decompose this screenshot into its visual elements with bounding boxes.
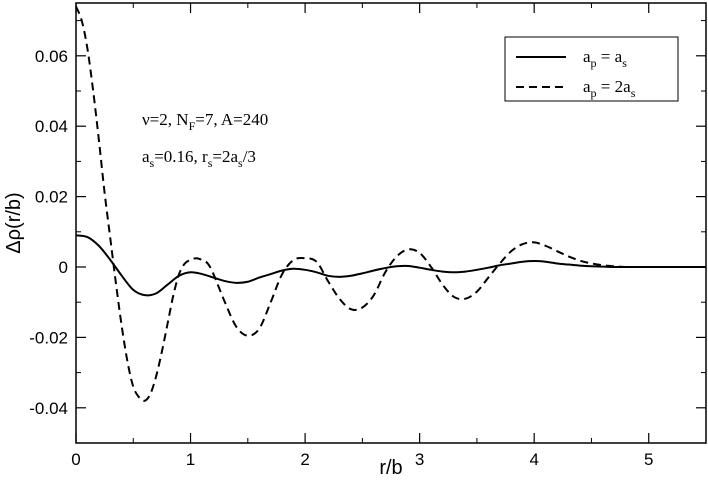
tick-layer: 0 1 2 3 4 5 -0.04 -0.02 0 0.02 0.04 0.06 [29, 3, 706, 469]
annotation-fragment: F [189, 119, 196, 133]
y-tick-label: 0.06 [35, 47, 68, 66]
x-tick-label: 2 [300, 450, 309, 469]
x-axis-title: r/b [379, 457, 402, 479]
x-tick-label: 3 [415, 450, 424, 469]
series-line-solid [75, 234, 706, 297]
annotation-fragment: s [150, 156, 155, 170]
legend-dashed-eq: = 2a [597, 77, 632, 96]
annotation-fragment: /3 [243, 147, 256, 166]
annotation-line-1: ν=2, NF=7, A=240 [142, 110, 268, 133]
legend-solid-sub: p [591, 56, 597, 70]
annotation-fragment: =2a [212, 147, 238, 166]
legend-label-solid: ap = as [583, 47, 627, 70]
legend-solid-base: a [583, 47, 591, 66]
y-tick-label: -0.04 [29, 399, 68, 418]
series-line-dashed [75, 6, 706, 402]
y-tick-label: 0.04 [35, 117, 68, 136]
annotation-fragment: s [238, 156, 243, 170]
legend-solid-sub2: s [622, 56, 627, 70]
annotation-fragment: =7, A=240 [195, 110, 268, 129]
annotation-fragment: =0.16, r [154, 147, 208, 166]
x-tick-label: 4 [529, 450, 538, 469]
y-axis-title: Δρ(r/b) [3, 192, 25, 253]
annotation-fragment: s [208, 156, 213, 170]
x-tick-label: 1 [186, 450, 195, 469]
x-tick-label: 5 [644, 450, 653, 469]
legend-dashed-base: a [583, 77, 591, 96]
annotation-line-2: as=0.16, rs=2as/3 [142, 147, 256, 170]
annotation-fragment: a [142, 147, 150, 166]
annotation-fragment: ν=2, N [142, 110, 189, 129]
x-tick-label: 0 [71, 450, 80, 469]
legend-box [504, 36, 679, 102]
plot-frame [75, 2, 707, 444]
y-tick-label: 0.02 [35, 188, 68, 207]
legend-dashed-sub2: s [631, 86, 636, 100]
legend-label-dashed: ap = 2as [583, 77, 636, 100]
y-tick-label: 0 [59, 258, 68, 277]
legend: ap = as ap = 2as [504, 36, 679, 102]
y-tick-label: -0.02 [29, 328, 68, 347]
series-layer [75, 6, 706, 402]
legend-dashed-sub: p [591, 86, 597, 100]
legend-solid-eq: = a [597, 47, 623, 66]
